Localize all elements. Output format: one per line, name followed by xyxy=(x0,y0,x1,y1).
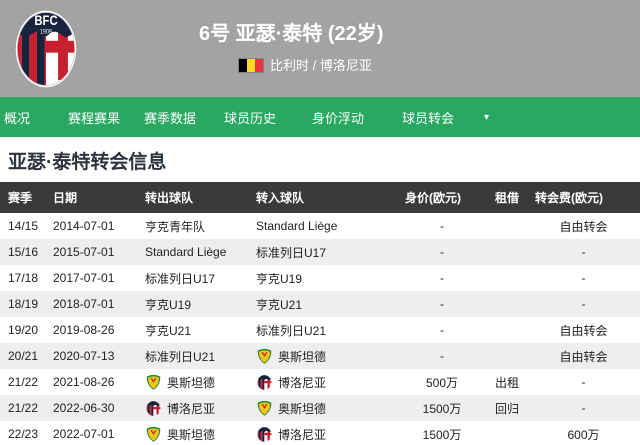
svg-text:BFC: BFC xyxy=(34,13,57,28)
svg-text:1909: 1909 xyxy=(40,29,52,36)
